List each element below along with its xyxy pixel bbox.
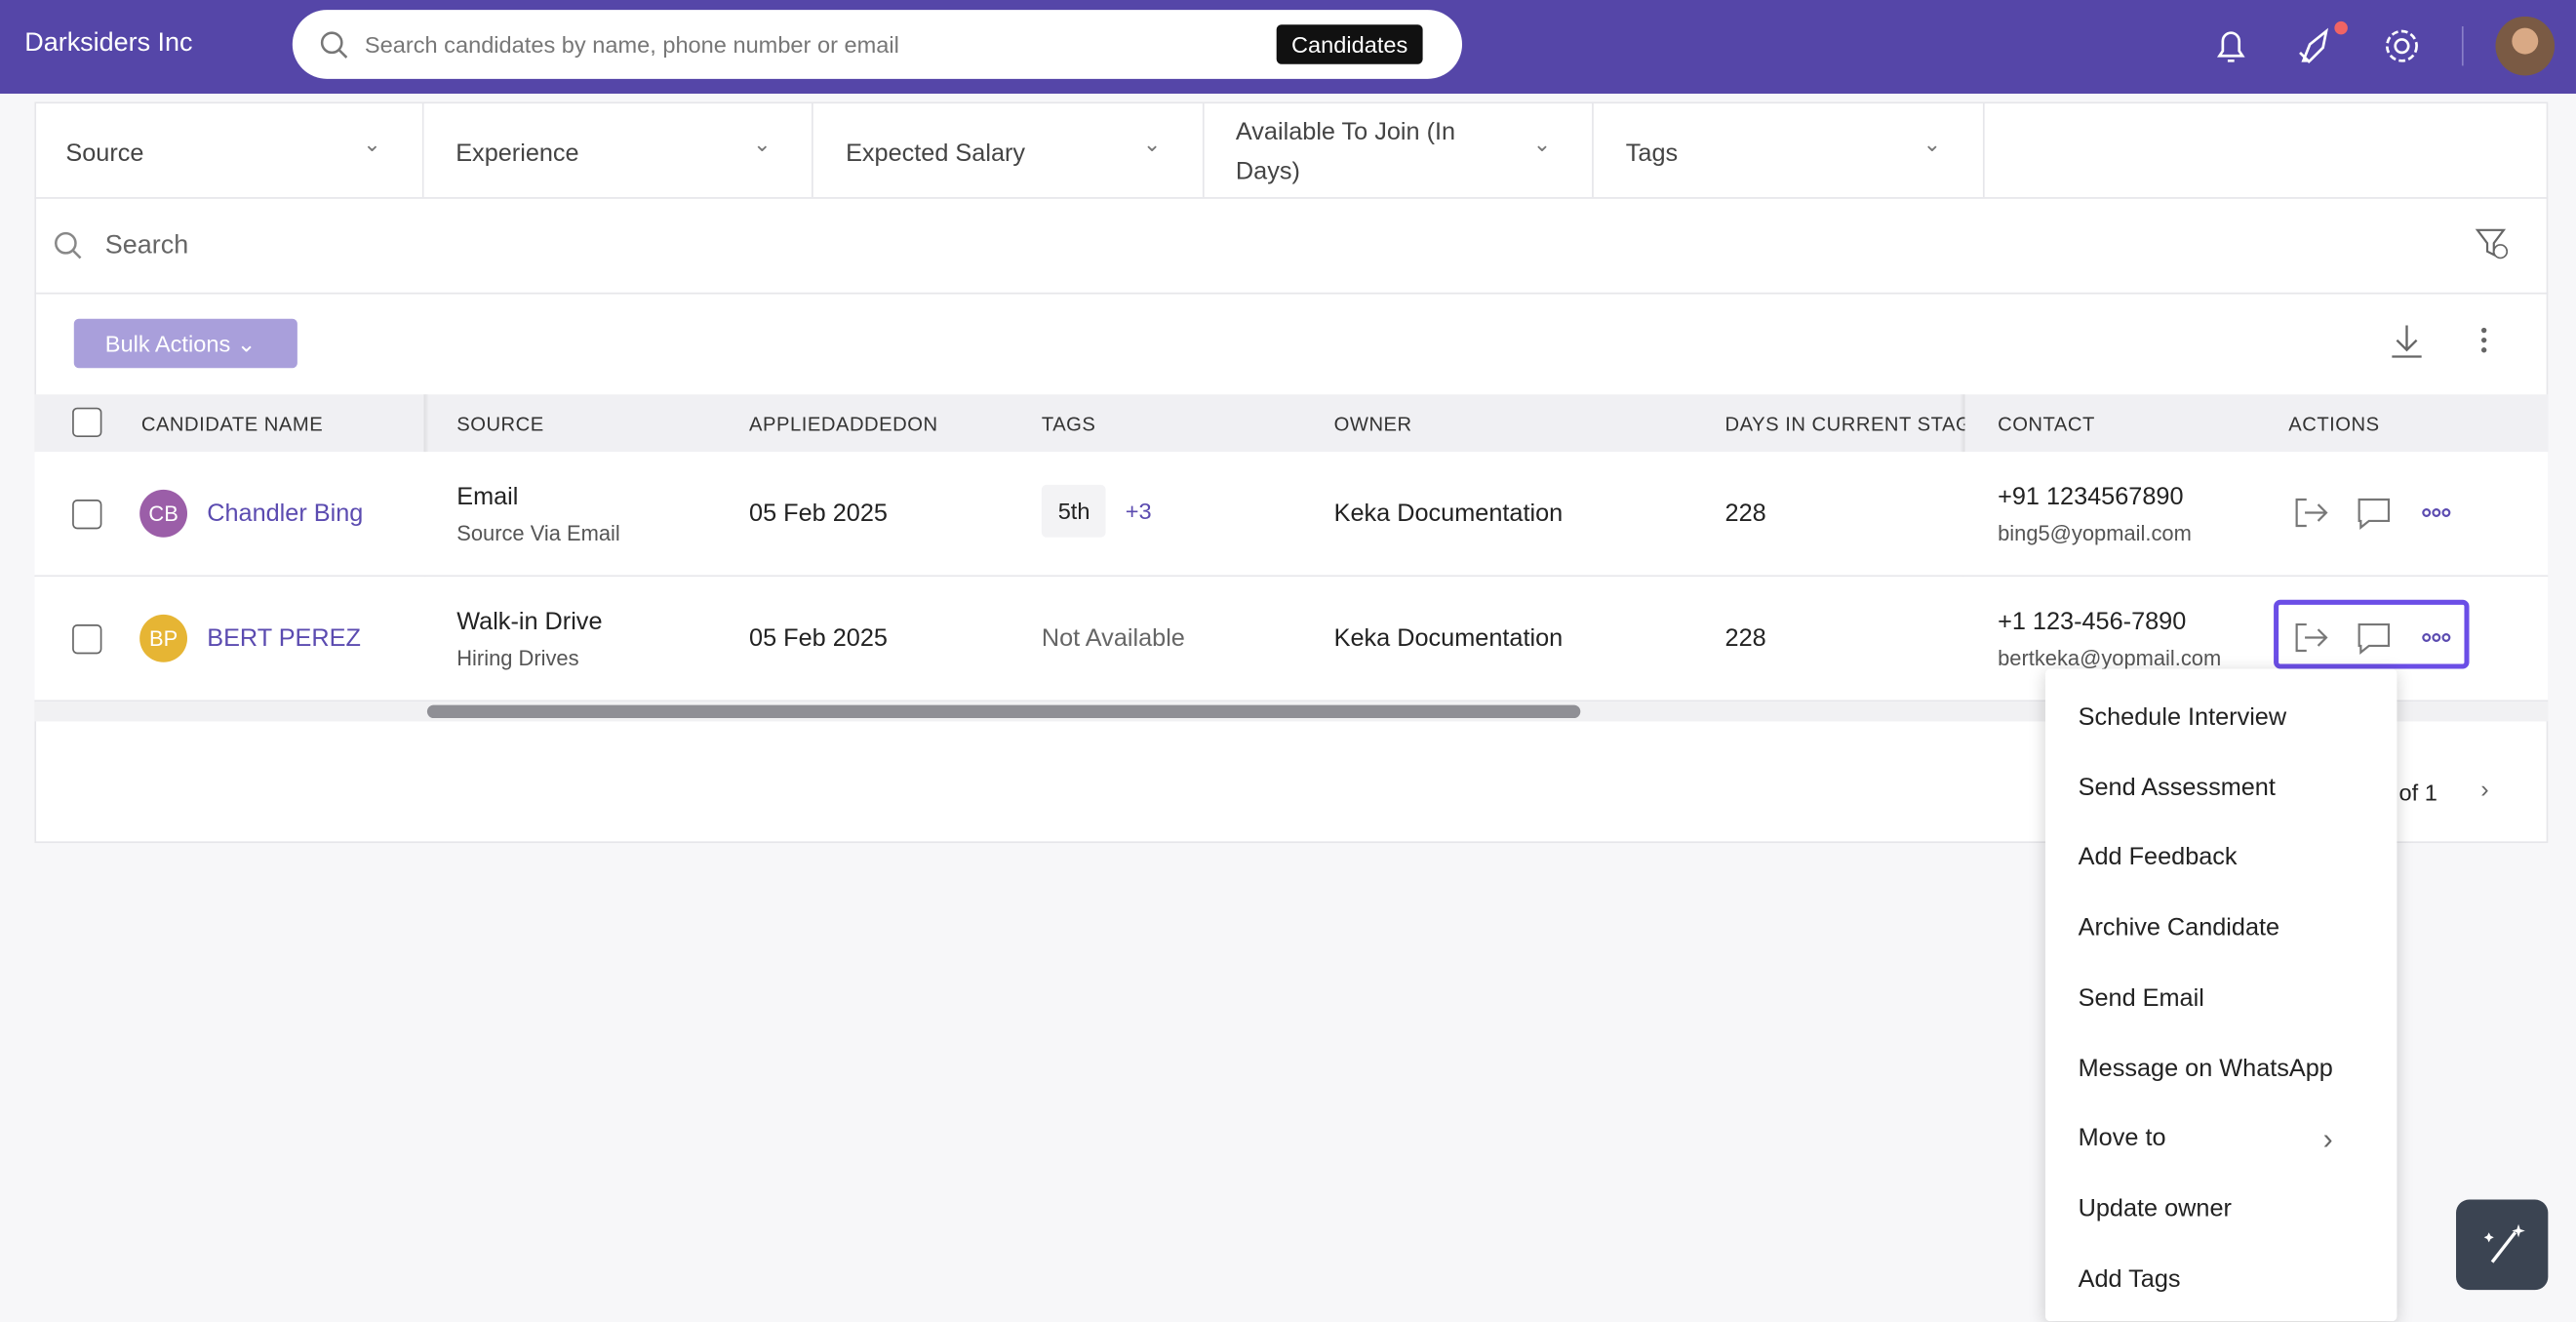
- global-search[interactable]: [292, 10, 1463, 79]
- phone: +91 1234567890: [1998, 483, 2184, 511]
- row-checkbox[interactable]: [72, 500, 102, 530]
- owner: Keka Documentation: [1333, 624, 1564, 653]
- action-menu: [2044, 668, 2398, 1322]
- source-detail: Hiring Drives: [456, 645, 579, 671]
- avatar: BP: [139, 614, 188, 662]
- column-header: SOURCE: [456, 412, 544, 436]
- actions-highlight: [2274, 599, 2470, 669]
- search-icon: [320, 31, 348, 59]
- search-placeholder: Search candidates by name, phone number …: [364, 31, 899, 58]
- chevron: ⌄: [1532, 131, 1552, 157]
- menu-item[interactable]: Send Email: [2078, 983, 2204, 1013]
- menu-item[interactable]: Add Feedback: [2078, 843, 2238, 872]
- row-actions[interactable]: [2292, 620, 2456, 662]
- menu-item[interactable]: Send Assessment: [2078, 773, 2276, 802]
- days: 228: [1724, 624, 1766, 653]
- table-search[interactable]: Search: [104, 231, 189, 260]
- filter-label: Expected Salary: [846, 140, 1026, 168]
- clear-filter[interactable]: [2475, 226, 2514, 262]
- chevron: ⌄: [363, 131, 381, 157]
- column-header: CONTACT: [1998, 412, 2095, 436]
- menu-item[interactable]: Update owner: [2078, 1194, 2232, 1222]
- avatar: CB: [139, 489, 188, 538]
- days: 228: [1724, 500, 1766, 528]
- menu-item[interactable]: Move to: [2078, 1124, 2166, 1153]
- bulk-actions[interactable]: Bulk Actions ⌄: [73, 318, 297, 369]
- column-header: ACTIONS: [2288, 412, 2380, 436]
- applied-date: 05 Feb 2025: [749, 500, 888, 528]
- tag-more[interactable]: +3: [1125, 498, 1152, 525]
- source: Email: [456, 483, 519, 511]
- menu-item[interactable]: Schedule Interview: [2078, 702, 2287, 732]
- chevron: ⌄: [753, 131, 772, 157]
- email: bertkeka@yopmail.com: [1998, 645, 2222, 671]
- toolbar-icons[interactable]: [2389, 322, 2504, 361]
- row: [34, 452, 2549, 578]
- select-all[interactable]: [72, 407, 102, 438]
- applied-date: 05 Feb 2025: [749, 624, 888, 653]
- filter-label: Experience: [456, 140, 579, 168]
- source: Walk-in Drive: [456, 608, 603, 636]
- table-header: [34, 394, 2549, 453]
- filter-label: Available To Join (In Days): [1235, 118, 1456, 186]
- row-checkbox[interactable]: [72, 624, 102, 655]
- filter-label: Tags: [1625, 140, 1679, 168]
- company-name[interactable]: Darksiders Inc: [24, 29, 193, 58]
- chevron: ⌄: [1922, 131, 1942, 157]
- filter-cell[interactable]: [34, 101, 424, 198]
- header-icons: [2216, 16, 2556, 76]
- magic-button[interactable]: [2456, 1199, 2549, 1291]
- row-actions[interactable]: [2292, 495, 2456, 538]
- next-page[interactable]: ›: [2480, 775, 2489, 804]
- filter-cell[interactable]: [1595, 101, 1984, 198]
- source-detail: Source Via Email: [456, 520, 620, 546]
- tag: 5th: [1041, 484, 1107, 538]
- search-scope[interactable]: Candidates: [1276, 24, 1423, 64]
- column-header: OWNER: [1333, 412, 1412, 436]
- candidate-name[interactable]: BERT PEREZ: [207, 624, 361, 653]
- column-header: TAGS: [1041, 412, 1096, 436]
- email: bing5@yopmail.com: [1998, 520, 2192, 546]
- filter-cell[interactable]: [814, 101, 1205, 198]
- search-icon: [55, 231, 82, 260]
- filter-cell[interactable]: [1205, 101, 1595, 198]
- phone: +1 123-456-7890: [1998, 608, 2187, 636]
- column-header: CANDIDATE NAME: [140, 412, 324, 436]
- menu-item[interactable]: Archive Candidate: [2078, 913, 2280, 942]
- filter-label: Source: [65, 140, 144, 168]
- owner: Keka Documentation: [1333, 500, 1564, 528]
- chevron: ⌄: [1142, 131, 1162, 157]
- candidate-name[interactable]: Chandler Bing: [207, 500, 364, 528]
- submenu-arrow: ›: [2322, 1122, 2333, 1156]
- menu-item[interactable]: Add Tags: [2078, 1264, 2181, 1293]
- column-header: APPLIEDADDEDON: [749, 412, 938, 436]
- column-header: DAYS IN CURRENT STAGE: [1724, 412, 1965, 436]
- bulk-actions-label: Bulk Actions: [104, 330, 231, 357]
- filter-cell[interactable]: [424, 101, 814, 198]
- menu-item[interactable]: Message on WhatsApp: [2078, 1054, 2333, 1083]
- scrollbar[interactable]: [426, 704, 1581, 719]
- tags-empty: Not Available: [1041, 624, 1185, 653]
